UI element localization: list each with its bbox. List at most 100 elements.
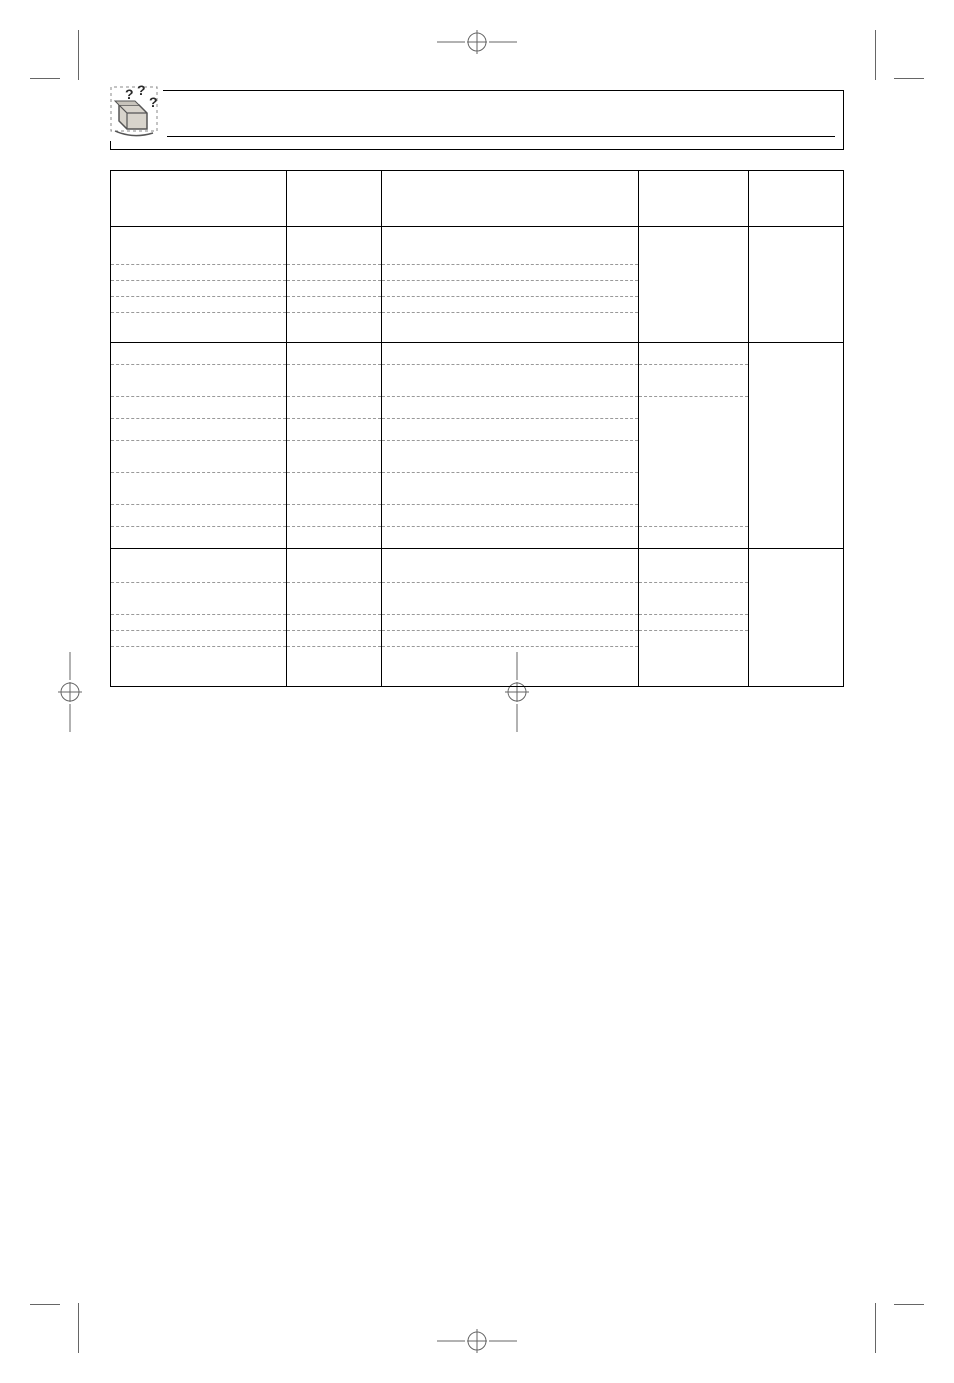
table-cell	[111, 265, 287, 281]
table-header-row	[111, 171, 844, 227]
table-cell	[111, 615, 287, 631]
table-cell	[382, 527, 639, 549]
table-cell	[638, 343, 748, 365]
table-cell	[382, 419, 639, 441]
table-cell	[286, 397, 381, 419]
table-cell	[286, 631, 381, 647]
crop-mark	[894, 1304, 924, 1305]
table-cell	[382, 549, 639, 583]
table-cell	[382, 631, 639, 647]
table-cell	[111, 549, 287, 583]
table-cell	[111, 583, 287, 615]
table-cell	[286, 265, 381, 281]
registration-mark-icon	[437, 30, 517, 54]
table-cell	[111, 227, 287, 265]
registration-mark-icon	[437, 1329, 517, 1353]
table-cell	[111, 441, 287, 473]
table-cell	[638, 583, 748, 615]
table-cell	[748, 549, 843, 687]
table-header-cell	[638, 171, 748, 227]
table-cell	[382, 265, 639, 281]
table-cell	[286, 297, 381, 313]
table-cell	[111, 647, 287, 687]
table-cell	[286, 419, 381, 441]
table-cell	[286, 647, 381, 687]
svg-text:?: ?	[125, 86, 134, 102]
table-cell	[111, 297, 287, 313]
table-header-cell	[111, 171, 287, 227]
table-cell	[382, 365, 639, 397]
troubleshooting-table	[110, 170, 844, 687]
table-cell	[286, 281, 381, 297]
table-cell	[286, 313, 381, 343]
svg-text:?: ?	[149, 94, 158, 110]
table-cell	[286, 473, 381, 505]
table-cell	[638, 631, 748, 687]
table-cell	[638, 549, 748, 583]
table-header-cell	[382, 171, 639, 227]
crop-mark	[78, 30, 79, 80]
table-cell	[638, 227, 748, 343]
table-cell	[111, 365, 287, 397]
table-cell	[286, 343, 381, 365]
table-cell	[111, 281, 287, 297]
table-row	[111, 343, 844, 365]
crop-mark	[894, 78, 924, 79]
crop-mark	[875, 30, 876, 80]
table-cell	[382, 227, 639, 265]
table-row	[111, 527, 844, 549]
svg-text:?: ?	[137, 82, 146, 98]
table-cell	[382, 313, 639, 343]
table-cell	[286, 505, 381, 527]
table-row	[111, 365, 844, 397]
table-cell	[111, 473, 287, 505]
table-row	[111, 397, 844, 419]
table-cell	[638, 527, 748, 549]
table-row	[111, 631, 844, 647]
table-cell	[382, 297, 639, 313]
question-box-icon: ? ? ?	[105, 81, 163, 141]
crop-mark	[875, 1303, 876, 1353]
table-cell	[382, 441, 639, 473]
table-row	[111, 227, 844, 265]
table-cell	[748, 343, 843, 549]
table-row	[111, 583, 844, 615]
table-cell	[638, 615, 748, 631]
table-cell	[382, 343, 639, 365]
table-cell	[382, 397, 639, 419]
table-cell	[286, 549, 381, 583]
table-cell	[382, 281, 639, 297]
table-cell	[111, 313, 287, 343]
table-cell	[382, 647, 639, 687]
table-cell	[286, 441, 381, 473]
header-underline	[167, 136, 835, 137]
table-cell	[638, 397, 748, 505]
table-cell	[286, 365, 381, 397]
table-cell	[286, 583, 381, 615]
crop-mark	[30, 1304, 60, 1305]
table-cell	[748, 227, 843, 343]
table-cell	[111, 527, 287, 549]
table-cell	[382, 583, 639, 615]
page-content: ? ? ?	[110, 90, 844, 1293]
table-cell	[111, 505, 287, 527]
table-cell	[111, 631, 287, 647]
table-cell	[286, 615, 381, 631]
table-cell	[382, 615, 639, 631]
table-cell	[382, 473, 639, 505]
page-header: ? ? ?	[110, 90, 844, 150]
table-row	[111, 549, 844, 583]
table-cell	[382, 505, 639, 527]
crop-mark	[30, 78, 60, 79]
crop-mark	[78, 1303, 79, 1353]
table-row	[111, 505, 844, 527]
table-cell	[286, 227, 381, 265]
table-cell	[638, 505, 748, 527]
table-cell	[111, 419, 287, 441]
table-header-cell	[748, 171, 843, 227]
table-cell	[638, 365, 748, 397]
table-row	[111, 615, 844, 631]
registration-mark-icon	[58, 652, 82, 732]
table-header-cell	[286, 171, 381, 227]
table-cell	[111, 343, 287, 365]
